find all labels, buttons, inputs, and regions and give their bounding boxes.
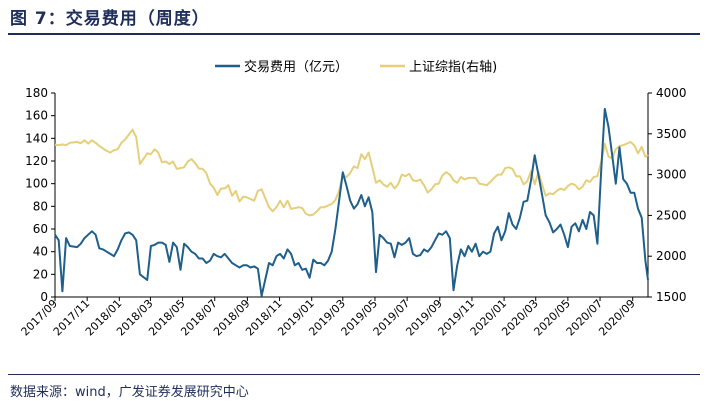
fee-series-line xyxy=(54,107,649,297)
index-series-line xyxy=(54,128,649,217)
legend-item-fee-label: 交易费用（亿元） xyxy=(244,59,348,75)
y-left-tick-label: 140 xyxy=(25,131,48,145)
y-right-tick-label: 4000 xyxy=(656,86,687,100)
chart-lines xyxy=(54,107,649,297)
y-left-tick-label: 120 xyxy=(25,154,48,168)
y-left-tick-label: 100 xyxy=(25,177,48,191)
y-left-tick-label: 0 xyxy=(40,290,48,304)
chart-axes: 0 20 40 60 80 100 120 140 160 180 1500 2000 2500 3000… xyxy=(19,86,687,338)
y-left-tick-label: 20 xyxy=(33,267,48,281)
y-left-tick-label: 60 xyxy=(33,222,48,236)
legend-item-index-label: 上证综指(右轴) xyxy=(409,60,497,75)
source-note: 数据来源：wind，广发证券发展研究中心 xyxy=(10,385,249,400)
y-left-tick-label: 80 xyxy=(33,199,48,213)
source-rule xyxy=(8,374,700,375)
chart: 0 20 40 60 80 100 120 140 160 180 1500 2000 2500 3000… xyxy=(19,59,687,338)
y-right-tick-label: 2000 xyxy=(656,249,687,263)
y-right-tick-label: 2500 xyxy=(656,208,687,222)
y-right-tick-label: 3500 xyxy=(656,127,687,141)
y-right-tick-label: 3000 xyxy=(656,168,687,182)
chart-legend: 交易费用（亿元） 上证综指(右轴) xyxy=(215,59,497,75)
y-left-tick-label: 160 xyxy=(25,109,48,123)
x-tick-label: 2020/09 xyxy=(596,297,638,339)
y-left-tick-label: 40 xyxy=(33,245,48,259)
figure-title: 图 7：交易费用（周度） xyxy=(10,9,210,29)
y-left-tick-label: 180 xyxy=(25,86,48,100)
y-right-tick-label: 1500 xyxy=(656,290,687,304)
title-rule xyxy=(8,33,700,35)
